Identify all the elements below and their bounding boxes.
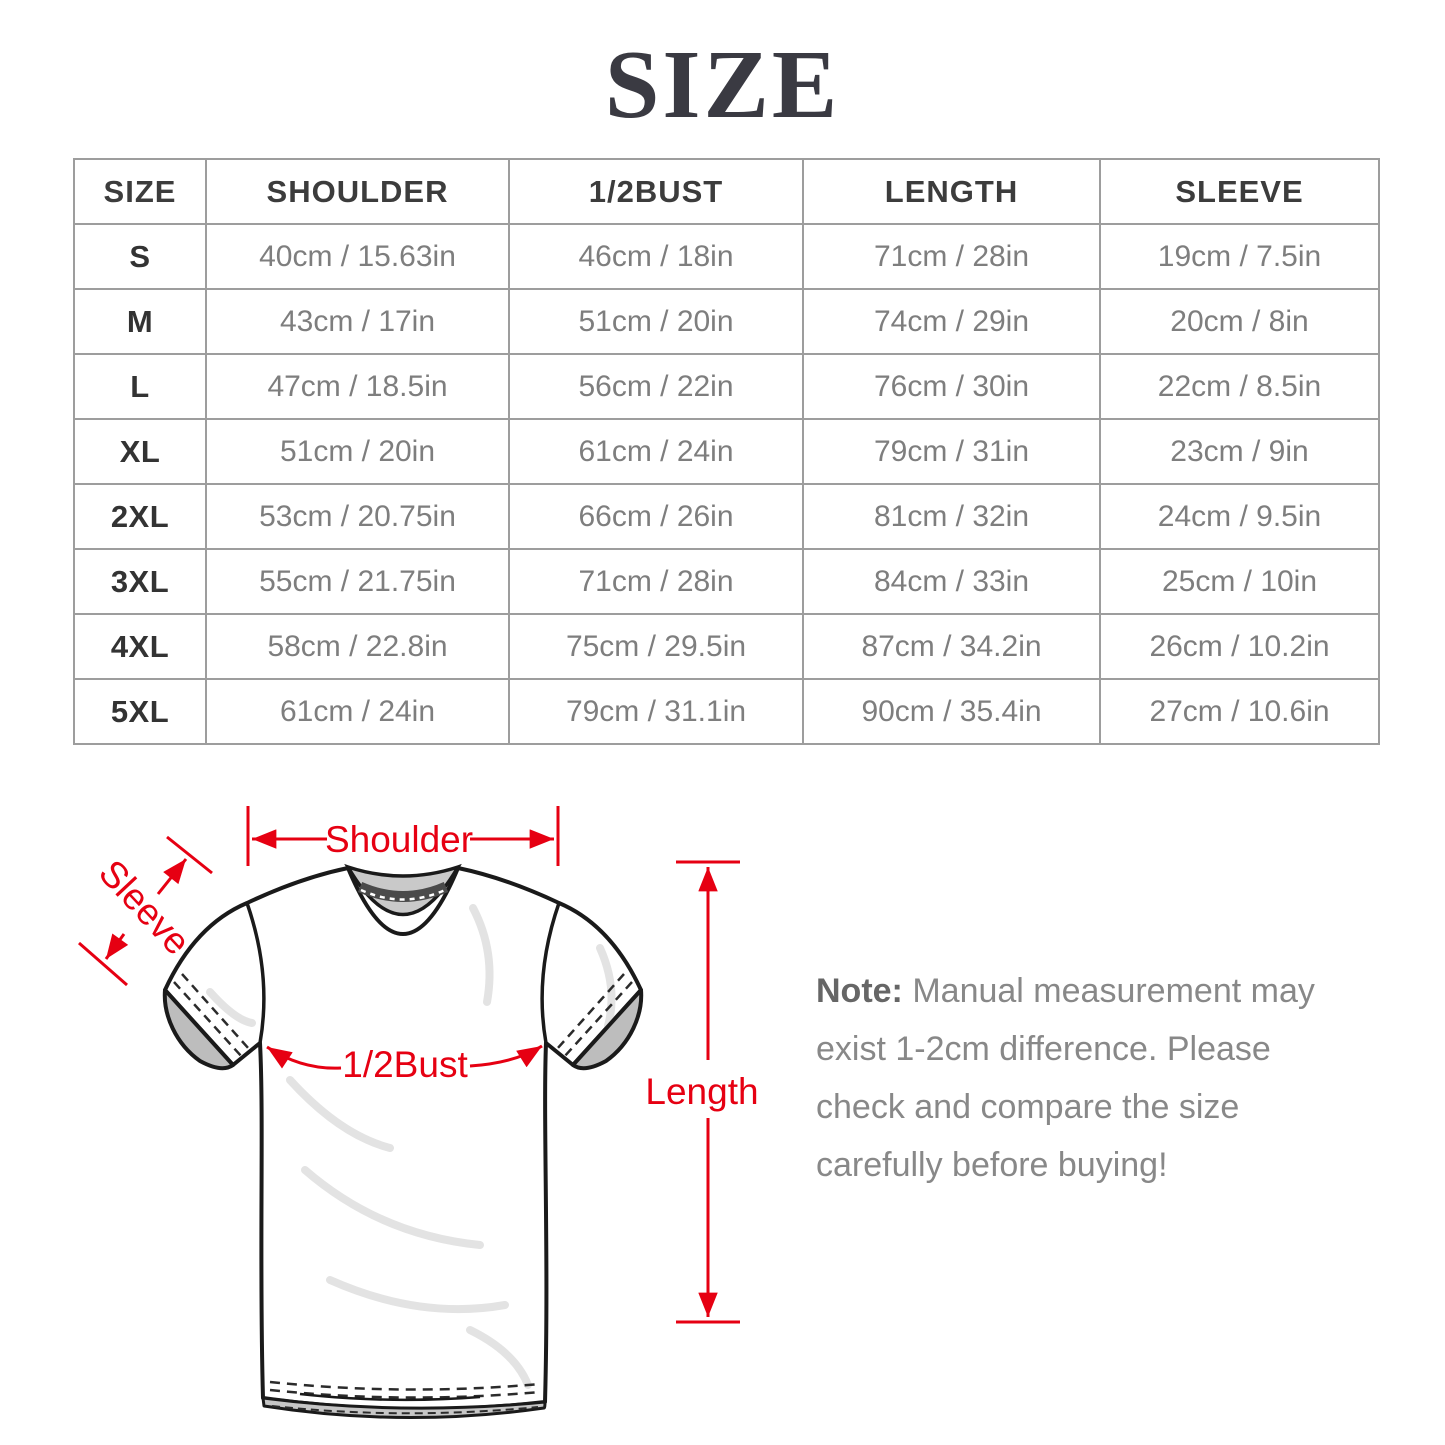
measurement-cell: 61cm / 24in — [508, 418, 804, 485]
measurement-cell: 55cm / 21.75in — [205, 548, 510, 615]
sleeve-dimension — [78, 835, 213, 987]
measurement-cell: 87cm / 34.2in — [802, 613, 1101, 680]
size-label: 3XL — [73, 548, 207, 615]
table-row: 2XL 53cm / 20.75in 66cm / 26in 81cm / 32in 2… — [73, 483, 1380, 550]
half-bust-label: 1/2Bust — [342, 1044, 468, 1085]
hem-band-stitch — [271, 1405, 539, 1415]
size-table: SIZE SHOULDER 1/2BUST LENGTH SLEEVE S 40cm / … — [73, 158, 1380, 745]
table-row: M 43cm / 17in 51cm / 20in 74cm / 29in 20cm /… — [73, 288, 1380, 355]
measurement-cell: 81cm / 32in — [802, 483, 1101, 550]
table-row: 4XL 58cm / 22.8in 75cm / 29.5in 87cm / 34.2… — [73, 613, 1380, 680]
column-header: SLEEVE — [1099, 158, 1380, 225]
right-cuff-stitches — [556, 973, 633, 1058]
measurement-cell: 40cm / 15.63in — [205, 223, 510, 290]
size-label: 4XL — [73, 613, 207, 680]
measurement-cell: 27cm / 10.6in — [1099, 678, 1380, 745]
left-cuff — [162, 988, 235, 1071]
size-label: L — [73, 353, 207, 420]
note-text: Manual measurement may — [912, 972, 1315, 1010]
size-label: S — [73, 223, 207, 290]
left-armhole-seam — [245, 902, 266, 1044]
column-header: SIZE — [73, 158, 207, 225]
note-line: carefully before buying! — [816, 1146, 1168, 1184]
measurement-cell: 79cm / 31.1in — [508, 678, 804, 745]
column-header: LENGTH — [802, 158, 1101, 225]
measurement-cell: 76cm / 30in — [802, 353, 1101, 420]
page-title: SIZE — [604, 31, 841, 139]
note: Note: Manual measurement may exist 1-2cm… — [816, 962, 1356, 1194]
collar-stitch-dots — [360, 888, 446, 901]
table-row: S 40cm / 15.63in 46cm / 18in 71cm / 28in 19c… — [73, 223, 1380, 290]
table-row: 5XL 61cm / 24in 79cm / 31.1in 90cm / 35.4in… — [73, 678, 1380, 745]
measurement-cell: 66cm / 26in — [508, 483, 804, 550]
left-cuff-stitches — [173, 973, 250, 1058]
measurement-cell: 58cm / 22.8in — [205, 613, 510, 680]
measurement-cell: 20cm / 8in — [1099, 288, 1380, 355]
size-label: 2XL — [73, 483, 207, 550]
measurement-cell: 71cm / 28in — [802, 223, 1101, 290]
measurement-cell: 75cm / 29.5in — [508, 613, 804, 680]
tshirt-outline — [163, 866, 643, 1412]
measurement-cell: 53cm / 20.75in — [205, 483, 510, 550]
right-cuff — [571, 988, 644, 1071]
length-dimension — [676, 860, 740, 1324]
hem-fold-line — [299, 1392, 481, 1402]
note-line: Note: Manual measurement may — [816, 962, 1356, 1020]
column-header: SHOULDER — [205, 158, 510, 225]
measurement-cell: 61cm / 24in — [205, 678, 510, 745]
table-row: L 47cm / 18.5in 56cm / 22in 76cm / 30in 22cm… — [73, 353, 1380, 420]
header-row: SIZE SHOULDER 1/2BUST LENGTH SLEEVE — [73, 158, 1380, 225]
measurement-cell: 43cm / 17in — [205, 288, 510, 355]
measurement-cell: 22cm / 8.5in — [1099, 353, 1380, 420]
size-label: M — [73, 288, 207, 355]
hem-stitches — [269, 1380, 541, 1399]
measurement-cell: 25cm / 10in — [1099, 548, 1380, 615]
wrinkle-shading — [206, 904, 616, 1389]
right-armhole-seam — [540, 902, 561, 1044]
measurement-cell: 79cm / 31in — [802, 418, 1101, 485]
measurement-cell: 46cm / 18in — [508, 223, 804, 290]
measurement-cell: 24cm / 9.5in — [1099, 483, 1380, 550]
length-label: Length — [645, 1071, 758, 1112]
note-prefix: Note: — [816, 972, 903, 1010]
measurement-cell: 51cm / 20in — [508, 288, 804, 355]
measurement-cell: 51cm / 20in — [205, 418, 510, 485]
shoulder-dimension — [246, 806, 560, 866]
collar-inner — [344, 863, 462, 917]
tshirt-illustration — [162, 863, 644, 1420]
size-label: 5XL — [73, 678, 207, 745]
measurement-cell: 84cm / 33in — [802, 548, 1101, 615]
table-row: 3XL 55cm / 21.75in 71cm / 28in 84cm / 33in 2… — [73, 548, 1380, 615]
measurement-cell: 74cm / 29in — [802, 288, 1101, 355]
sleeve-label: Sleeve — [91, 852, 198, 963]
measurement-cell: 90cm / 35.4in — [802, 678, 1101, 745]
dimension-annotations — [78, 806, 740, 1324]
half-bust-dimension — [266, 1044, 543, 1070]
tshirt-measurement-diagram: Shoulder Sleeve 1/2Bust Length — [78, 806, 759, 1420]
note-line: exist 1-2cm difference. Please — [816, 1030, 1271, 1068]
size-label: XL — [73, 418, 207, 485]
table-row: XL 51cm / 20in 61cm / 24in 79cm / 31in 23cm … — [73, 418, 1380, 485]
column-header: 1/2BUST — [508, 158, 804, 225]
measurement-cell: 56cm / 22in — [508, 353, 804, 420]
measurement-cell: 71cm / 28in — [508, 548, 804, 615]
measurement-cell: 23cm / 9in — [1099, 418, 1380, 485]
measurement-cell: 47cm / 18.5in — [205, 353, 510, 420]
note-line: check and compare the size — [816, 1088, 1240, 1126]
collar-stitch-band — [357, 881, 449, 902]
shoulder-label: Shoulder — [325, 819, 473, 860]
measurement-cell: 19cm / 7.5in — [1099, 223, 1380, 290]
measurement-cell: 26cm / 10.2in — [1099, 613, 1380, 680]
